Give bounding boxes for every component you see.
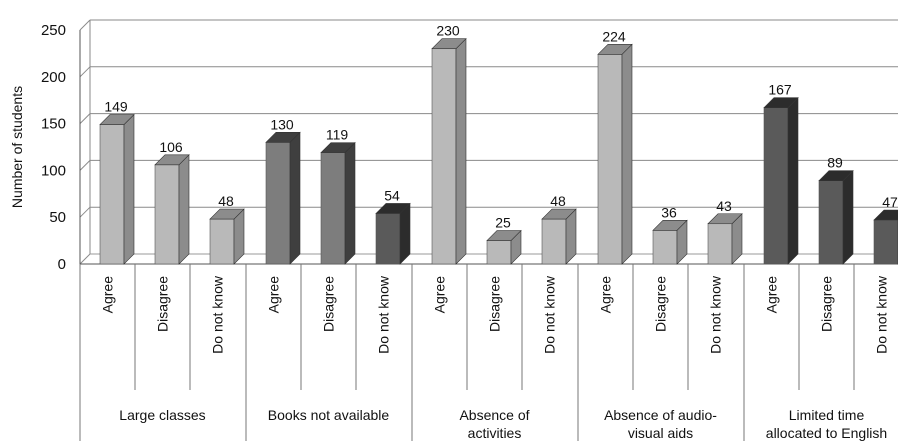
gridline-depth (79, 66, 91, 78)
bar (818, 180, 844, 265)
bar (320, 152, 346, 265)
bar (541, 218, 567, 265)
bar-top (486, 230, 522, 241)
category-label: Disagree (155, 276, 171, 332)
y-tick-label: 100 (41, 162, 66, 179)
bar-side (289, 131, 301, 265)
category-label: Do not know (874, 275, 890, 354)
bar (707, 223, 733, 265)
category-label: Do not know (210, 275, 226, 354)
group-label: Absence of (459, 407, 529, 423)
bar (265, 142, 291, 265)
bar-top (375, 203, 411, 214)
bar (597, 54, 623, 265)
bar (486, 240, 512, 265)
data-label: 119 (326, 127, 349, 143)
gridline-depth (79, 19, 91, 31)
bar-side (842, 169, 854, 265)
category-label: Disagree (487, 276, 503, 332)
bar (209, 218, 235, 265)
bar-top (541, 208, 577, 220)
data-label: 48 (550, 193, 566, 209)
data-label: 36 (661, 204, 677, 220)
group-label: Large classes (119, 407, 205, 423)
bar-top (707, 213, 743, 225)
data-label: 106 (159, 139, 183, 155)
gridline-depth (79, 113, 91, 124)
bar-top (873, 209, 898, 221)
bar-top (763, 97, 799, 108)
category-label: Do not know (708, 275, 724, 354)
gridline-depth (79, 206, 91, 218)
bar (375, 213, 401, 265)
data-label: 89 (827, 155, 843, 171)
y-axis-label: Number of students (9, 86, 25, 208)
bar-top (652, 220, 688, 231)
group-label: visual aids (628, 425, 693, 441)
data-label: 130 (270, 116, 294, 132)
data-label: 230 (436, 23, 460, 39)
bar-top (597, 44, 633, 55)
category-label: Agree (266, 276, 282, 314)
y-tick-label: 200 (41, 69, 66, 86)
bar-top (209, 208, 245, 220)
bar-side (344, 141, 356, 265)
bar-top (431, 38, 467, 50)
bar-top (320, 142, 356, 153)
group-label: activities (468, 425, 522, 441)
bar (99, 124, 125, 265)
bar (763, 107, 789, 265)
gridline-depth (79, 253, 91, 265)
bar-side (178, 154, 190, 265)
bar (652, 230, 678, 265)
bar-side (399, 202, 411, 265)
data-label: 47 (882, 194, 898, 210)
category-label: Disagree (653, 276, 669, 332)
category-label: Disagree (321, 276, 337, 332)
bar-side (123, 113, 135, 265)
bar-top (818, 170, 854, 181)
category-label: Agree (432, 276, 448, 314)
y-tick-label: 150 (41, 116, 66, 133)
category-label: Disagree (819, 276, 835, 332)
data-label: 25 (495, 215, 511, 231)
category-label: Agree (764, 276, 780, 314)
y-tick-label: 250 (41, 22, 66, 39)
bar (154, 164, 180, 265)
bar-side (621, 43, 633, 265)
category-label: Do not know (376, 275, 392, 354)
bar (431, 48, 457, 265)
y-tick-label: 0 (58, 256, 66, 273)
data-label: 43 (716, 198, 732, 214)
bar (873, 219, 898, 265)
group-label: allocated to English (766, 425, 887, 441)
category-label: Agree (598, 276, 614, 314)
bar-side (455, 37, 467, 265)
category-label: Do not know (542, 275, 558, 354)
bar-top (99, 114, 135, 125)
data-label: 224 (602, 28, 626, 44)
group-label: Absence of audio- (604, 407, 717, 423)
data-label: 167 (768, 82, 792, 98)
y-tick-label: 50 (49, 209, 66, 226)
bar-side (787, 96, 799, 265)
gridline-depth (79, 160, 91, 171)
data-label: 149 (104, 99, 128, 115)
data-label: 48 (218, 193, 234, 209)
data-label: 54 (384, 187, 400, 203)
group-label: Books not available (268, 407, 390, 423)
bar-top (265, 132, 301, 143)
bar-top (154, 154, 190, 166)
category-label: Agree (100, 276, 116, 314)
group-label: Limited time (789, 407, 865, 423)
